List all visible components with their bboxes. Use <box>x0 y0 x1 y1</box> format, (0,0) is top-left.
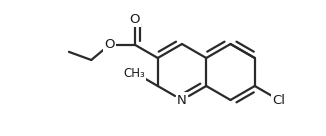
Text: Cl: Cl <box>273 94 286 106</box>
Text: O: O <box>104 38 115 51</box>
Text: N: N <box>177 94 187 106</box>
Text: O: O <box>129 13 140 26</box>
Text: CH₃: CH₃ <box>123 67 145 80</box>
